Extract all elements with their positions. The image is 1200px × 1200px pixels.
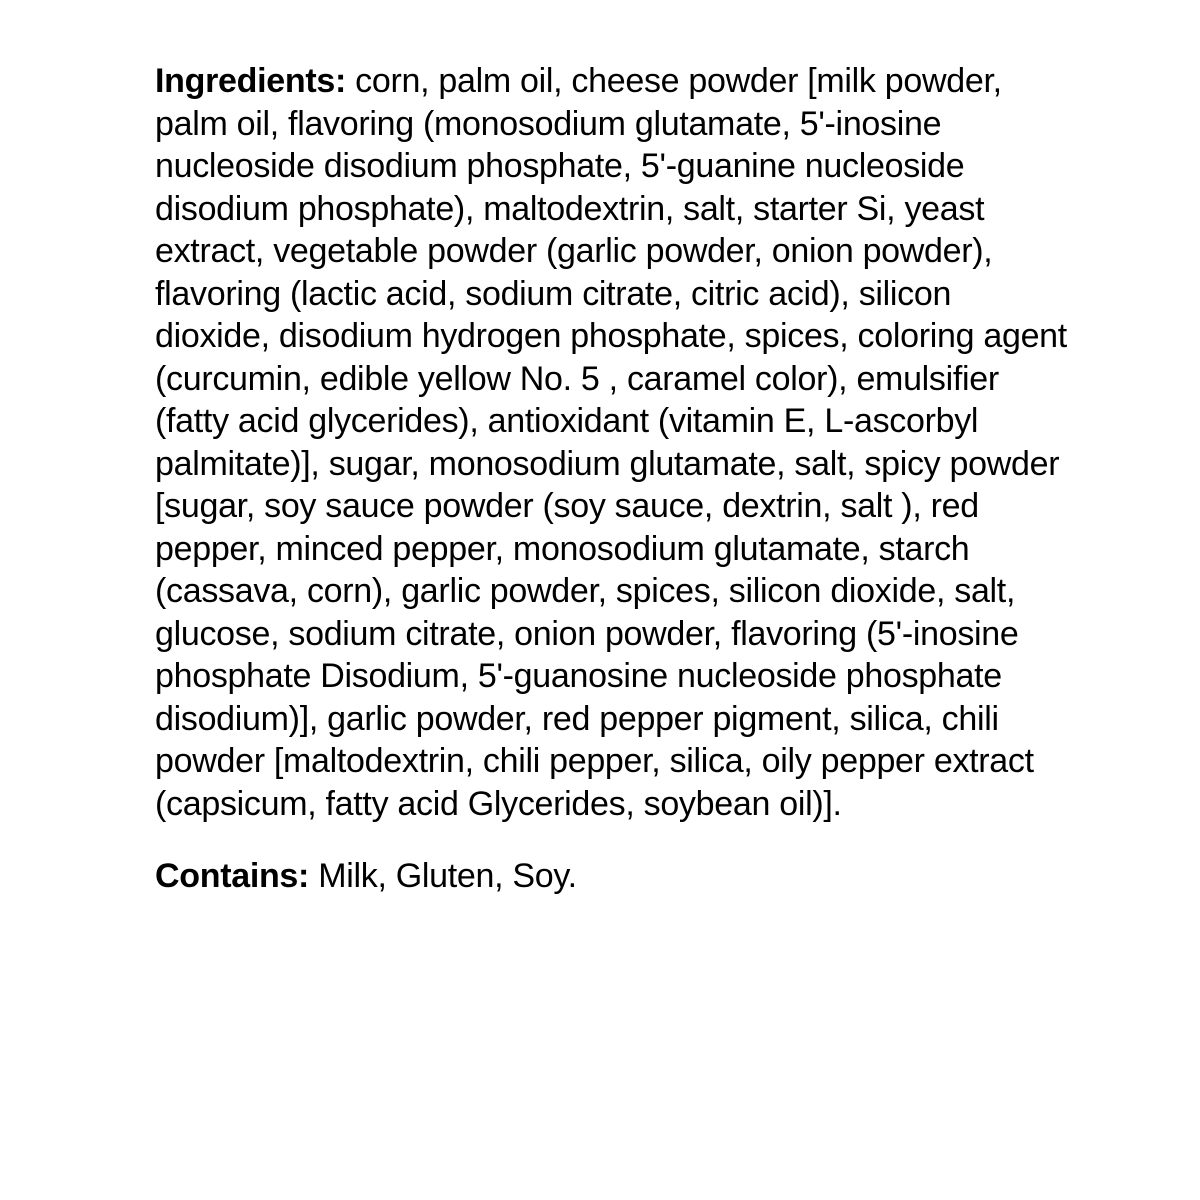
contains-text: Milk, Gluten, Soy. <box>309 857 577 895</box>
contains-paragraph: Contains: Milk, Gluten, Soy. <box>155 855 1070 898</box>
contains-label: Contains: <box>155 857 309 895</box>
ingredients-text: corn, palm oil, cheese powder [milk powd… <box>155 62 1067 823</box>
ingredients-paragraph: Ingredients: corn, palm oil, cheese powd… <box>155 60 1070 825</box>
ingredients-label: Ingredients: <box>155 62 346 100</box>
